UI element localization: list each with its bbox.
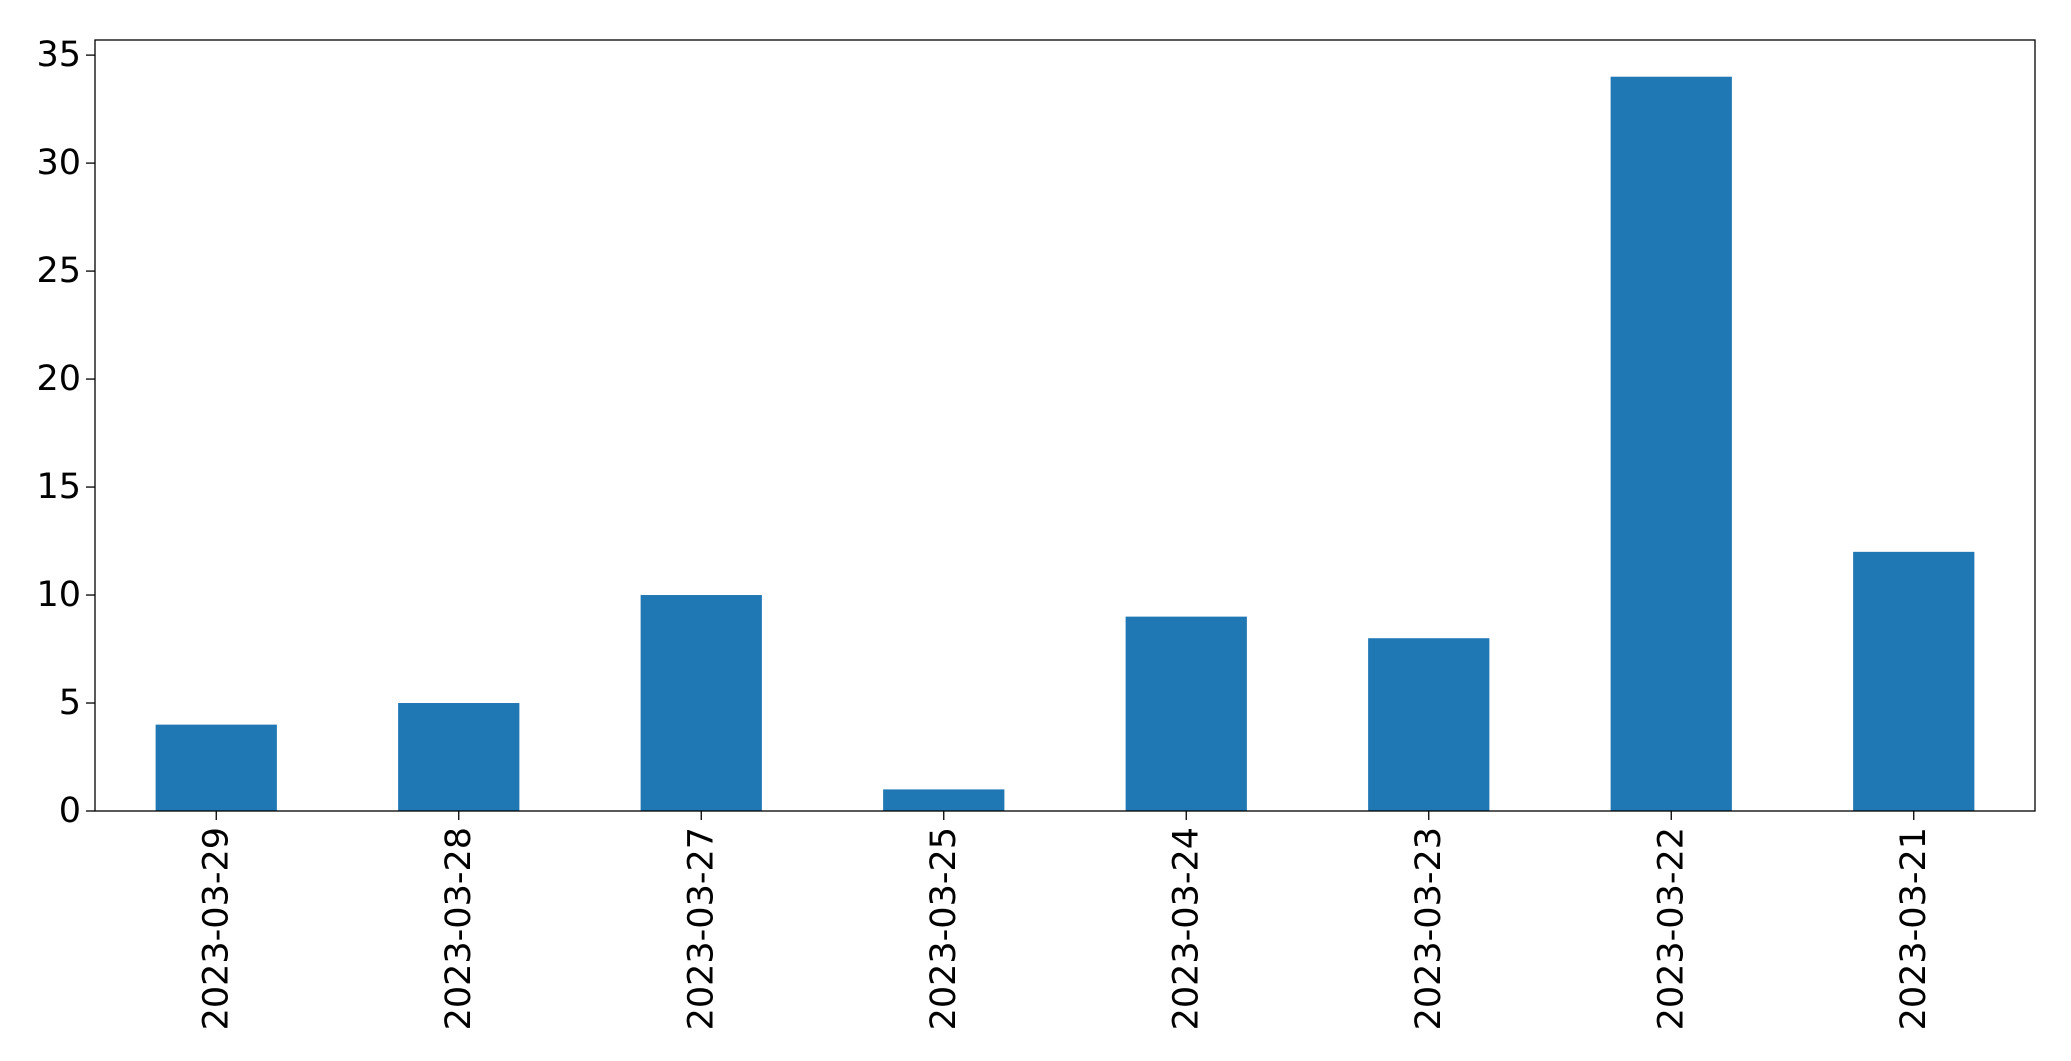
y-tick-label: 10	[36, 575, 81, 615]
x-tick-label: 2023-03-25	[924, 827, 964, 1030]
y-tick-label: 5	[59, 683, 81, 723]
y-tick-label: 25	[36, 251, 81, 291]
x-tick-label: 2023-03-24	[1166, 827, 1206, 1030]
bar	[155, 724, 277, 811]
bar	[1853, 551, 1975, 811]
bar	[398, 703, 520, 811]
y-tick-label: 15	[36, 467, 81, 507]
plot-frame	[94, 39, 2036, 812]
y-tick-label: 20	[36, 359, 81, 399]
x-axis: 2023-03-29 2023-03-28 2023-03-27 2023-03-25…	[196, 811, 1934, 1030]
y-tick-label: 0	[59, 791, 81, 831]
x-tick-label: 2023-03-27	[681, 827, 721, 1030]
x-tick-label: 2023-03-28	[439, 827, 479, 1030]
y-axis: 0 5 10 15 20 25 30 35	[36, 35, 95, 831]
bar	[640, 595, 762, 811]
bars-group	[155, 76, 1975, 811]
y-tick-label: 30	[36, 143, 81, 183]
x-tick-label: 2023-03-23	[1409, 827, 1449, 1030]
x-tick-label: 2023-03-21	[1894, 827, 1934, 1030]
bar	[883, 789, 1005, 811]
bar	[1368, 638, 1490, 811]
x-tick-label: 2023-03-29	[196, 827, 236, 1030]
x-tick-label: 2023-03-22	[1651, 827, 1691, 1030]
y-tick-label: 35	[36, 35, 81, 75]
bar	[1610, 76, 1732, 811]
bar	[1125, 616, 1247, 811]
